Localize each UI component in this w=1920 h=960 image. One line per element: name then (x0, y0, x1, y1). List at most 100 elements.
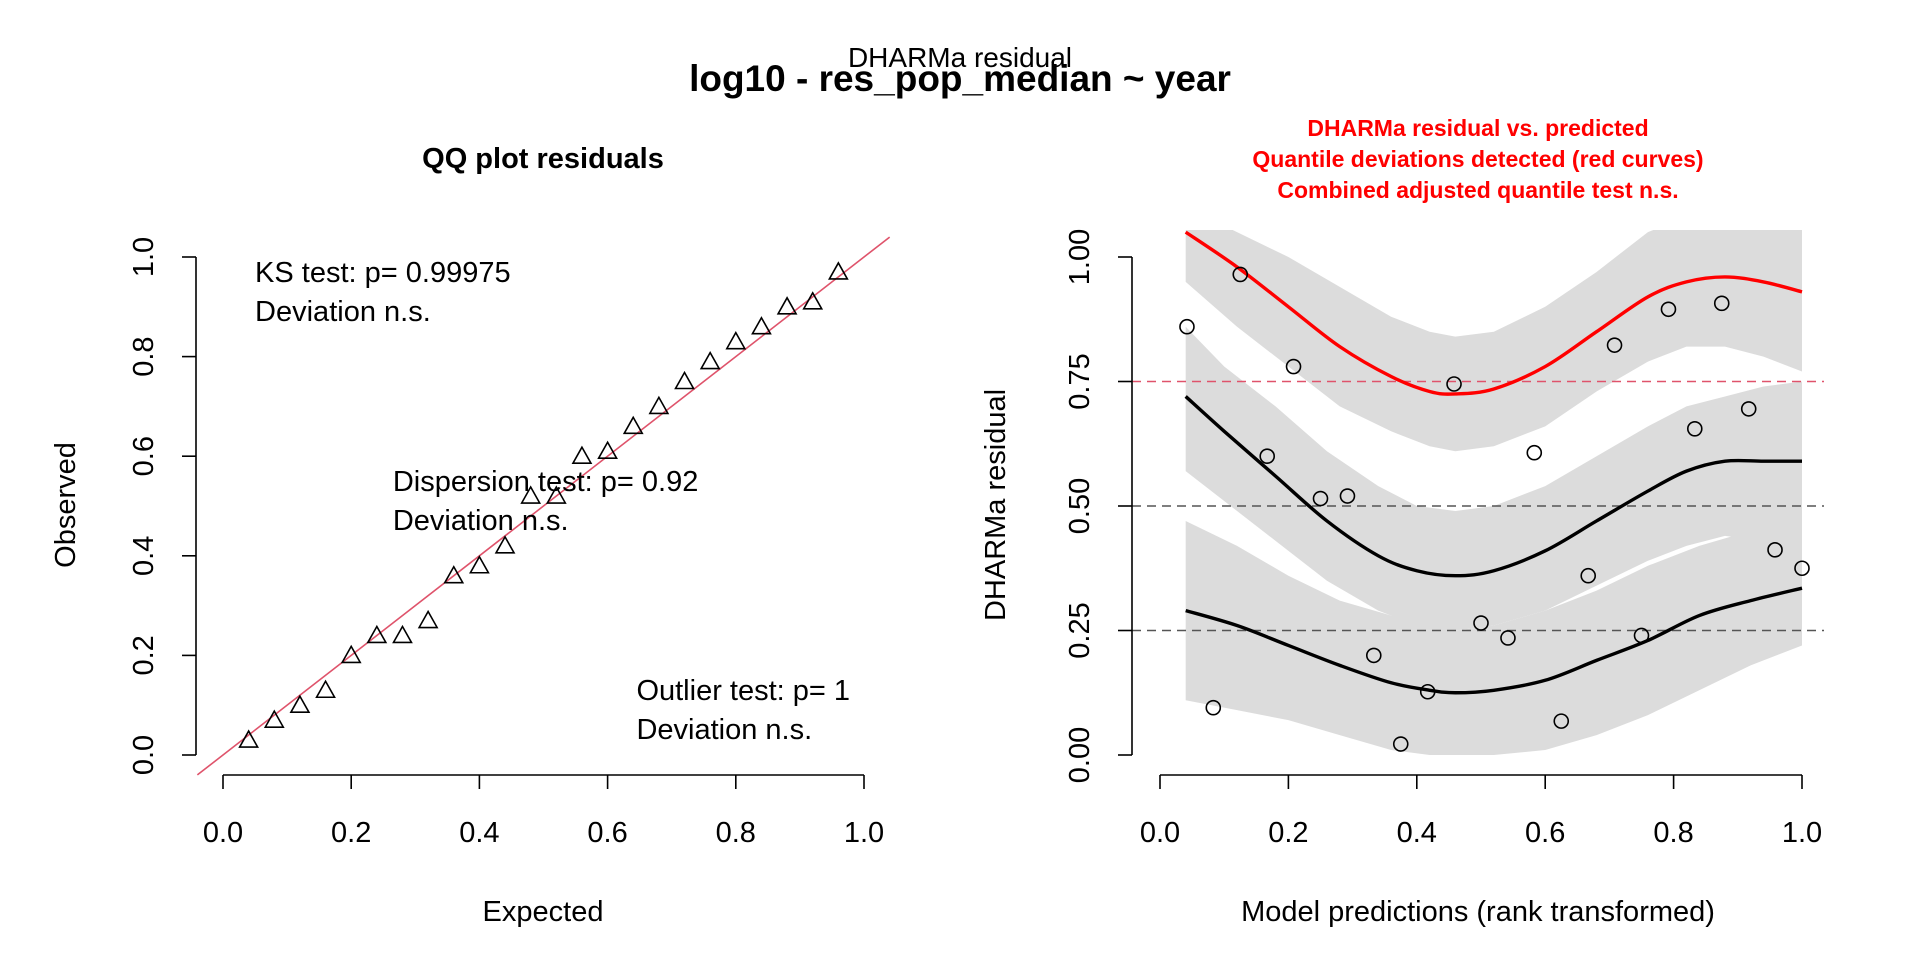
residual-clipped-layer (1132, 230, 1824, 755)
qq-point (776, 296, 798, 315)
residual-x-tick-label: 0.6 (1525, 817, 1565, 849)
qq-x-axis-label: Expected (483, 896, 604, 928)
residual-point (1794, 560, 1810, 577)
residual-point (1392, 736, 1409, 752)
quantile-confidence-band (1185, 515, 1802, 755)
residual-y-tick-label: 1.00 (1064, 229, 1096, 285)
residual-point (1713, 295, 1730, 312)
residual-vs-predicted-panel: DHARMa residual vs. predicted Quantile d… (980, 115, 1824, 928)
qq-point (494, 535, 516, 554)
residual-x-tick-label: 1.0 (1782, 817, 1822, 849)
residual-y-tick-label: 0.25 (1064, 602, 1096, 658)
supertitle: log10 - res_pop_median ~ year (689, 58, 1231, 99)
qq-point (469, 555, 490, 574)
qq-point (699, 350, 721, 370)
residual-x-tick-label: 0.8 (1653, 817, 1693, 849)
qq-point (545, 485, 567, 504)
qq-plot-title: QQ plot residuals (422, 143, 664, 175)
residual-point (1633, 627, 1650, 644)
qq-point (827, 261, 849, 280)
residual-title-line-3: Combined adjusted quantile test n.s. (1277, 177, 1678, 203)
quantile-regression-curve (1185, 586, 1803, 695)
qq-x-tick-label: 0.4 (459, 817, 499, 849)
residual-point (1606, 337, 1623, 353)
residual-point (1740, 401, 1757, 417)
qq-y-tick-label: 0.4 (128, 536, 160, 576)
qq-y-axis-label: Observed (50, 442, 82, 568)
qq-y-tick-label: 0.2 (128, 635, 160, 675)
quantile-regression-curve (1184, 395, 1802, 578)
qq-plot-panel: QQ plot residuals Expected Observed 0.0 0… (50, 143, 891, 928)
qq-point (725, 331, 747, 350)
residual-point (1259, 448, 1276, 465)
qq-point (648, 395, 670, 415)
qq-annotation-text: Dispersion test: p= 0.92 (393, 466, 698, 498)
qq-point (315, 679, 336, 699)
qq-point (289, 694, 311, 714)
qq-reference-line (196, 236, 891, 776)
residual-point (1686, 421, 1703, 437)
residual-point (1473, 615, 1489, 631)
residual-y-tick-label: 0.50 (1064, 478, 1096, 534)
qq-point (417, 609, 439, 629)
residual-x-tick-label: 0.4 (1397, 817, 1437, 849)
qq-point (520, 485, 542, 504)
residual-point (1526, 444, 1543, 461)
residual-x-tick-label: 0.2 (1268, 817, 1308, 849)
qq-x-tick-label: 0.2 (331, 817, 371, 849)
residual-y-axis-label: DHARMa residual (980, 389, 1012, 621)
quantile-confidence-band (1185, 326, 1802, 631)
qq-point (238, 729, 260, 748)
residual-point (1553, 713, 1570, 729)
qq-x-tick-label: 0.0 (203, 817, 243, 849)
residual-x-axis-label: Model predictions (rank transformed) (1241, 896, 1715, 928)
residual-point (1365, 647, 1382, 664)
qq-y-tick-label: 0.8 (128, 336, 160, 376)
qq-x-tick-label: 0.6 (587, 817, 627, 849)
residual-point (1312, 490, 1329, 507)
qq-annotation-text: KS test: p= 0.99975 (255, 257, 511, 289)
qq-x-tick-label: 0.8 (716, 817, 756, 849)
residual-point (1446, 376, 1462, 392)
residual-point (1339, 488, 1356, 504)
qq-point (366, 624, 388, 644)
qq-point (340, 644, 362, 664)
qq-point (392, 624, 413, 644)
qq-point (751, 316, 772, 335)
residual-point (1205, 699, 1222, 716)
qq-x-tick-label: 1.0 (844, 817, 884, 849)
qq-point (674, 370, 695, 390)
qq-y-tick-label: 1.0 (128, 237, 160, 277)
residual-point (1285, 358, 1302, 375)
residual-y-tick-label: 0.00 (1064, 727, 1096, 783)
qq-point (597, 440, 618, 460)
residual-point (1419, 683, 1436, 700)
supertitle-small: DHARMa residual (848, 42, 1072, 73)
qq-point (802, 291, 824, 310)
qq-y-tick-label: 0.6 (128, 436, 160, 476)
residual-point (1767, 542, 1783, 558)
quantile-confidence-band (1185, 230, 1802, 452)
residual-point (1500, 630, 1516, 646)
qq-annotation-text: Deviation n.s. (393, 505, 569, 537)
residual-point (1580, 567, 1597, 584)
qq-point (622, 415, 644, 435)
quantile-regression-curve (1184, 230, 1803, 396)
residual-point (1660, 301, 1677, 318)
residual-x-tick-label: 0.0 (1140, 817, 1180, 849)
residual-title-line-2: Quantile deviations detected (red curves… (1252, 146, 1703, 172)
residual-plot-area: 0.0 0.2 0.4 0.6 0.8 1.0 0.00 0.25 0.50 0.75 1.00 (1064, 229, 1824, 849)
qq-y-tick-label: 0.0 (128, 735, 160, 775)
qq-plot-area: 0.0 0.2 0.4 0.6 0.8 1.0 0.0 0.2 0.4 0.6 0.8 1.0 KS t… (128, 236, 891, 849)
qq-point (571, 445, 593, 465)
residual-point (1179, 318, 1195, 335)
qq-annotation-text: Outlier test: p= 1 (636, 675, 850, 707)
qq-annotation-text: Deviation n.s. (255, 296, 431, 328)
qq-point (443, 565, 465, 584)
residual-y-tick-label: 0.75 (1064, 353, 1096, 409)
residual-title-line-1: DHARMa residual vs. predicted (1307, 115, 1648, 141)
qq-point (263, 709, 285, 728)
qq-annotation-text: Deviation n.s. (636, 714, 812, 746)
residual-point (1232, 266, 1249, 283)
